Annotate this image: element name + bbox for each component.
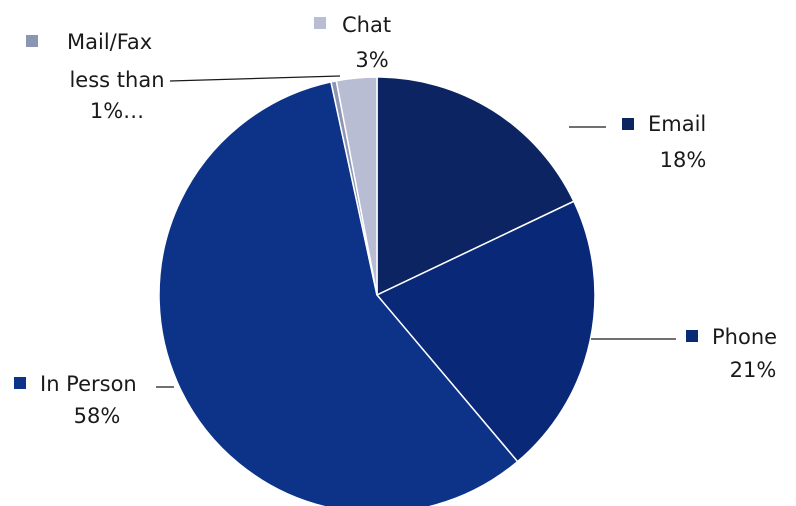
slice-label-mail-fax-line-3: 1%…: [90, 99, 144, 123]
legend-swatch-mail-fax: [26, 35, 38, 47]
slice-label-phone-line-1: Phone: [712, 325, 777, 349]
pie-slice-chat: [335, 76, 378, 296]
pie-slices: [158, 76, 596, 506]
slice-label-chat-line-2: 3%: [355, 48, 388, 72]
slice-label-email-line-2: 18%: [660, 148, 707, 172]
slice-labels: Email 18% Phone 21% In Person 58% Mail/Fax less…: [14, 13, 777, 428]
legend-swatch-chat: [314, 17, 326, 29]
legend-swatch-email: [622, 118, 634, 130]
slice-label-chat-line-1: Chat: [342, 13, 391, 37]
slice-label-in-person-line-1: In Person: [40, 372, 137, 396]
leader-lines: [156, 75, 676, 388]
slice-label-email-line-1: Email: [648, 112, 706, 136]
slice-label-in-person-line-2: 58%: [74, 404, 121, 428]
slice-label-mail-fax-line-1: Mail/Fax: [67, 30, 152, 54]
slice-label-mail-fax-line-2: less than: [69, 68, 164, 92]
legend-swatch-phone: [686, 330, 698, 342]
pie-slice-in-person: [158, 81, 519, 506]
pie-slice-email: [376, 76, 575, 297]
leader-line-mail-fax: [169, 75, 341, 82]
slice-label-phone-line-2: 21%: [730, 358, 777, 382]
legend-swatch-in-person: [14, 377, 26, 389]
pie-slice-phone: [375, 200, 596, 463]
